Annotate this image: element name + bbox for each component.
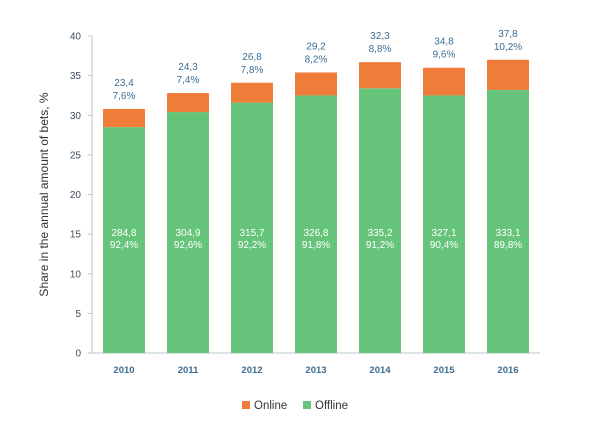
x-tick-label: 2010 [113, 365, 134, 376]
offline-share-label: 92,6% [174, 240, 202, 251]
online-value-label: 34,8 [434, 37, 454, 48]
online-value-label: 26,8 [242, 52, 262, 63]
y-tick-label: 5 [75, 309, 81, 320]
x-tick-label: 2013 [305, 365, 326, 376]
offline-value-label: 327,1 [431, 228, 456, 239]
offline-share-label: 92,4% [110, 240, 138, 251]
offline-share-label: 89,8% [494, 240, 522, 251]
offline-share-label: 91,8% [302, 240, 330, 251]
bar-online-2011 [167, 93, 209, 113]
bar-offline-2010 [103, 127, 145, 353]
bar-online-2012 [231, 82, 273, 103]
y-tick-label: 0 [75, 349, 81, 360]
online-value-label: 24,3 [178, 62, 198, 73]
offline-share-label: 92,2% [238, 240, 266, 251]
online-share-label: 7,6% [113, 91, 136, 102]
y-tick-label: 20 [70, 190, 82, 201]
x-tick-label: 2015 [433, 365, 455, 376]
bar-offline-2013 [295, 95, 337, 353]
offline-value-label: 304,9 [175, 228, 200, 239]
online-value-label: 32,3 [370, 31, 390, 42]
online-share-label: 8,8% [369, 44, 392, 55]
bar-online-2014 [359, 62, 401, 89]
offline-value-label: 284,8 [111, 228, 136, 239]
bar-offline-2011 [167, 112, 209, 353]
online-share-label: 10,2% [494, 42, 522, 53]
offline-share-label: 90,4% [430, 240, 458, 251]
offline-value-label: 326,8 [303, 228, 328, 239]
bar-online-2010 [103, 108, 145, 128]
bar-online-2013 [295, 72, 337, 96]
x-tick-label: 2012 [241, 365, 262, 376]
bar-offline-2012 [231, 102, 273, 353]
bar-offline-2016 [487, 89, 529, 353]
y-tick-label: 30 [70, 111, 82, 122]
online-share-label: 9,6% [433, 50, 456, 61]
online-value-label: 37,8 [498, 29, 518, 40]
legend-label-offline: Offline [315, 400, 348, 412]
x-tick-label: 2011 [178, 365, 199, 376]
y-tick-label: 10 [70, 269, 82, 280]
legend-label-online: Online [254, 400, 287, 412]
x-tick-label: 2016 [497, 365, 518, 376]
y-tick-label: 35 [70, 71, 82, 82]
online-share-label: 7,4% [177, 75, 200, 86]
bar-offline-2014 [359, 88, 401, 354]
y-axis-title: Share in the annual amount of bets, % [37, 92, 51, 296]
legend-swatch-offline [303, 401, 311, 409]
bar-online-2015 [423, 67, 465, 96]
legend-swatch-online [242, 401, 250, 409]
bar-offline-2015 [423, 95, 465, 353]
offline-share-label: 91,2% [366, 240, 394, 251]
online-value-label: 29,2 [306, 41, 326, 52]
y-tick-label: 15 [70, 230, 82, 241]
x-tick-label: 2014 [369, 365, 391, 376]
online-share-label: 7,8% [241, 65, 264, 76]
y-tick-label: 40 [70, 32, 82, 43]
offline-value-label: 333,1 [495, 228, 520, 239]
online-value-label: 23,4 [114, 78, 134, 89]
online-share-label: 8,2% [305, 54, 328, 65]
bar-online-2016 [487, 59, 529, 90]
offline-value-label: 335,2 [367, 228, 392, 239]
y-tick-label: 25 [70, 150, 82, 161]
offline-value-label: 315,7 [239, 228, 264, 239]
